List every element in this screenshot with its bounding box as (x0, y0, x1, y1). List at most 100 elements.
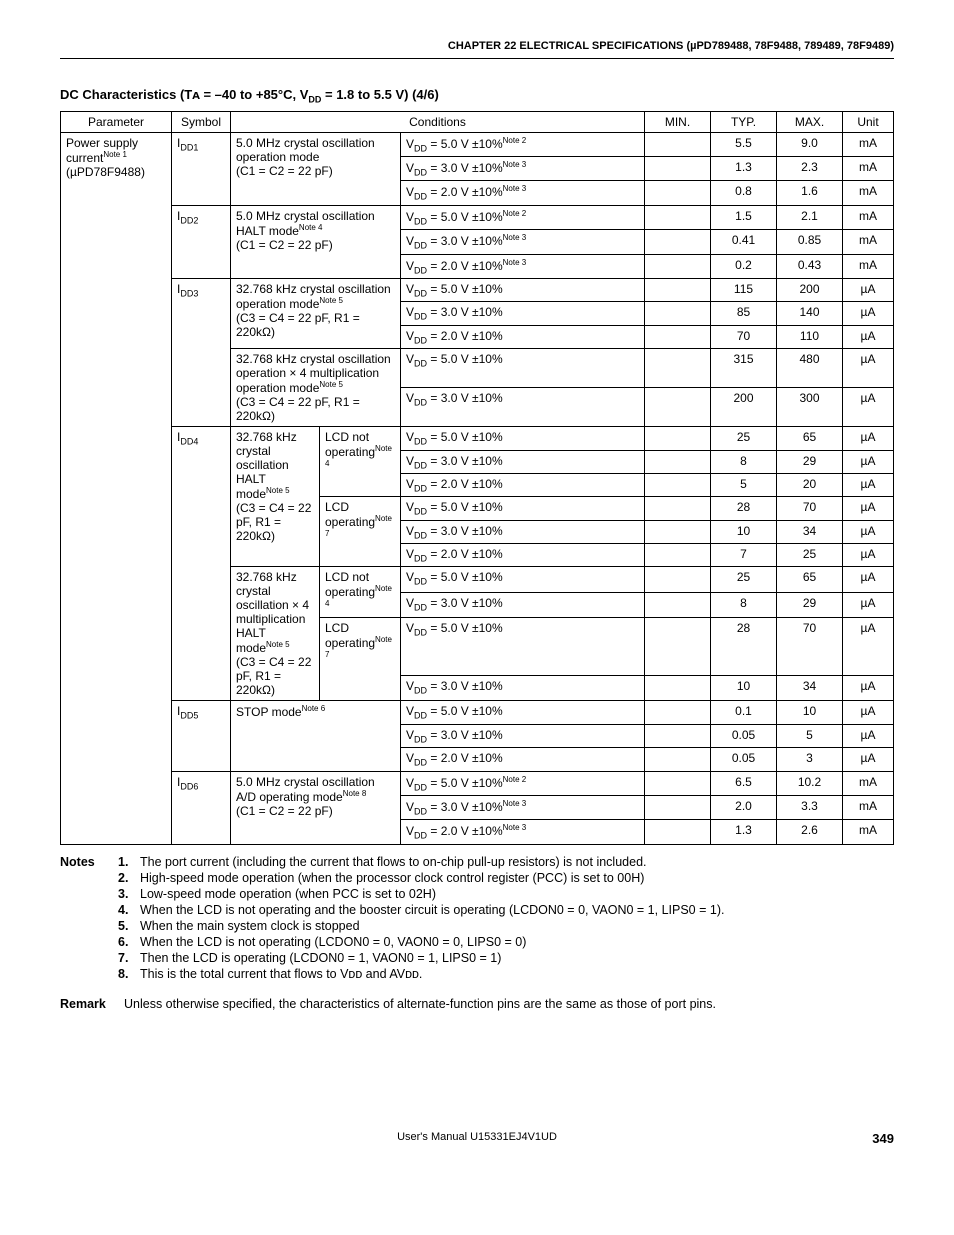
col-parameter: Parameter (61, 111, 172, 132)
remark-text: Unless otherwise specified, the characte… (124, 997, 894, 1011)
n: Note 3 (503, 160, 527, 169)
cell-min (645, 181, 711, 205)
cell-unit: µA (843, 544, 894, 567)
cell-symbol: IDD6 (172, 771, 231, 844)
cell-typ: 28 (711, 618, 777, 676)
cell-vdd: VDD = 3.0 V ±10%Note 3 (401, 796, 645, 820)
cell-unit: µA (843, 675, 894, 701)
n: Note 2 (503, 136, 527, 145)
cell-min (645, 520, 711, 543)
c: STOP mode (236, 705, 302, 719)
cell-min (645, 544, 711, 567)
cell-unit: mA (843, 205, 894, 229)
cell-typ: 0.2 (711, 254, 777, 278)
cell-min (645, 230, 711, 254)
remark-section: Remark Unless otherwise specified, the c… (60, 997, 894, 1011)
sub: DD3 (180, 288, 198, 298)
cell-max: 110 (777, 325, 843, 348)
cell-vdd: VDD = 5.0 V ±10%Note 2 (401, 205, 645, 229)
cell-vdd: VDD = 5.0 V ±10% (401, 349, 645, 388)
cell-symbol: IDD5 (172, 701, 231, 771)
sub: DD5 (180, 711, 198, 721)
cell-typ: 1.5 (711, 205, 777, 229)
cell-typ: 25 (711, 567, 777, 593)
cell-unit: µA (843, 567, 894, 593)
cell-unit: µA (843, 325, 894, 348)
cell-typ: 5 (711, 473, 777, 496)
cell-vdd: VDD = 3.0 V ±10% (401, 388, 645, 427)
title-text-2: = 1.8 to 5.5 V) (4/6) (321, 87, 438, 102)
c: (C3 = C4 = 22 pF, R1 = 220kΩ) (236, 655, 311, 697)
cell-cond2: LCD not operatingNote 4 (320, 427, 401, 497)
cell-typ: 10 (711, 675, 777, 701)
cell-min (645, 796, 711, 820)
cell-vdd: VDD = 5.0 V ±10% (401, 278, 645, 301)
cell-unit: µA (843, 748, 894, 771)
n: Note 3 (503, 258, 527, 267)
cell-unit: µA (843, 520, 894, 543)
notes-label (60, 903, 118, 917)
cell-vdd: VDD = 5.0 V ±10% (401, 497, 645, 520)
title-sub: DD (308, 95, 321, 105)
cell-cond: 32.768 kHz crystal oscillation HALT mode… (231, 427, 320, 567)
cell-vdd: VDD = 2.0 V ±10% (401, 544, 645, 567)
cell-min (645, 618, 711, 676)
cell-min (645, 254, 711, 278)
cell-min (645, 427, 711, 450)
c: 32.768 kHz crystal oscillation operation… (236, 352, 391, 395)
note-num: 6. (118, 935, 140, 949)
cell-min (645, 325, 711, 348)
cell-vdd: VDD = 3.0 V ±10%Note 3 (401, 230, 645, 254)
cell-min (645, 820, 711, 844)
cell-min (645, 205, 711, 229)
cell-vdd: VDD = 3.0 V ±10%Note 3 (401, 156, 645, 180)
cell-typ: 85 (711, 302, 777, 325)
cell-cond2: LCD operatingNote 7 (320, 618, 401, 701)
notes-label (60, 935, 118, 949)
cell-unit: mA (843, 132, 894, 156)
notes-label (60, 967, 118, 981)
cell-vdd: VDD = 3.0 V ±10% (401, 675, 645, 701)
note-row: 8.This is the total current that flows t… (60, 967, 894, 981)
note-num: 7. (118, 951, 140, 965)
c: 32.768 kHz crystal oscillation operation… (236, 282, 391, 311)
cell-min (645, 388, 711, 427)
n: Note 5 (266, 640, 290, 649)
cell-typ: 8 (711, 592, 777, 618)
cell-cond: 32.768 kHz crystal oscillation operation… (231, 278, 401, 348)
note-row: 3.Low-speed mode operation (when PCC is … (60, 887, 894, 901)
note-num: 2. (118, 871, 140, 885)
cell-vdd: VDD = 2.0 V ±10%Note 3 (401, 820, 645, 844)
n: Note 4 (299, 223, 323, 232)
cell-vdd: VDD = 3.0 V ±10% (401, 450, 645, 473)
n: Note 5 (319, 296, 343, 305)
c: (C3 = C4 = 22 pF, R1 = 220kΩ) (236, 501, 311, 543)
n: Note 2 (503, 209, 527, 218)
cell-cond: 32.768 kHz crystal oscillation × 4 multi… (231, 567, 320, 701)
cell-min (645, 701, 711, 724)
cell-typ: 7 (711, 544, 777, 567)
n: Note 2 (503, 775, 527, 784)
n: Note 3 (503, 184, 527, 193)
sub: DD1 (180, 142, 198, 152)
cell-vdd: VDD = 2.0 V ±10% (401, 473, 645, 496)
cell-typ: 25 (711, 427, 777, 450)
cell-unit: mA (843, 254, 894, 278)
cell-max: 10.2 (777, 771, 843, 795)
cell-cond2: LCD not operatingNote 4 (320, 567, 401, 618)
cell-typ: 1.3 (711, 820, 777, 844)
c: LCD not operating (325, 430, 375, 459)
cell-vdd: VDD = 5.0 V ±10%Note 2 (401, 132, 645, 156)
cell-max: 140 (777, 302, 843, 325)
sub: DD6 (180, 781, 198, 791)
cell-symbol: IDD3 (172, 278, 231, 426)
cell-typ: 115 (711, 278, 777, 301)
cell-vdd: VDD = 2.0 V ±10%Note 3 (401, 181, 645, 205)
cell-unit: mA (843, 771, 894, 795)
notes-label (60, 887, 118, 901)
cell-max: 5 (777, 724, 843, 747)
cell-vdd: VDD = 5.0 V ±10% (401, 427, 645, 450)
n: Note 5 (319, 380, 343, 389)
note-text: Low-speed mode operation (when PCC is se… (140, 887, 894, 901)
cell-min (645, 724, 711, 747)
